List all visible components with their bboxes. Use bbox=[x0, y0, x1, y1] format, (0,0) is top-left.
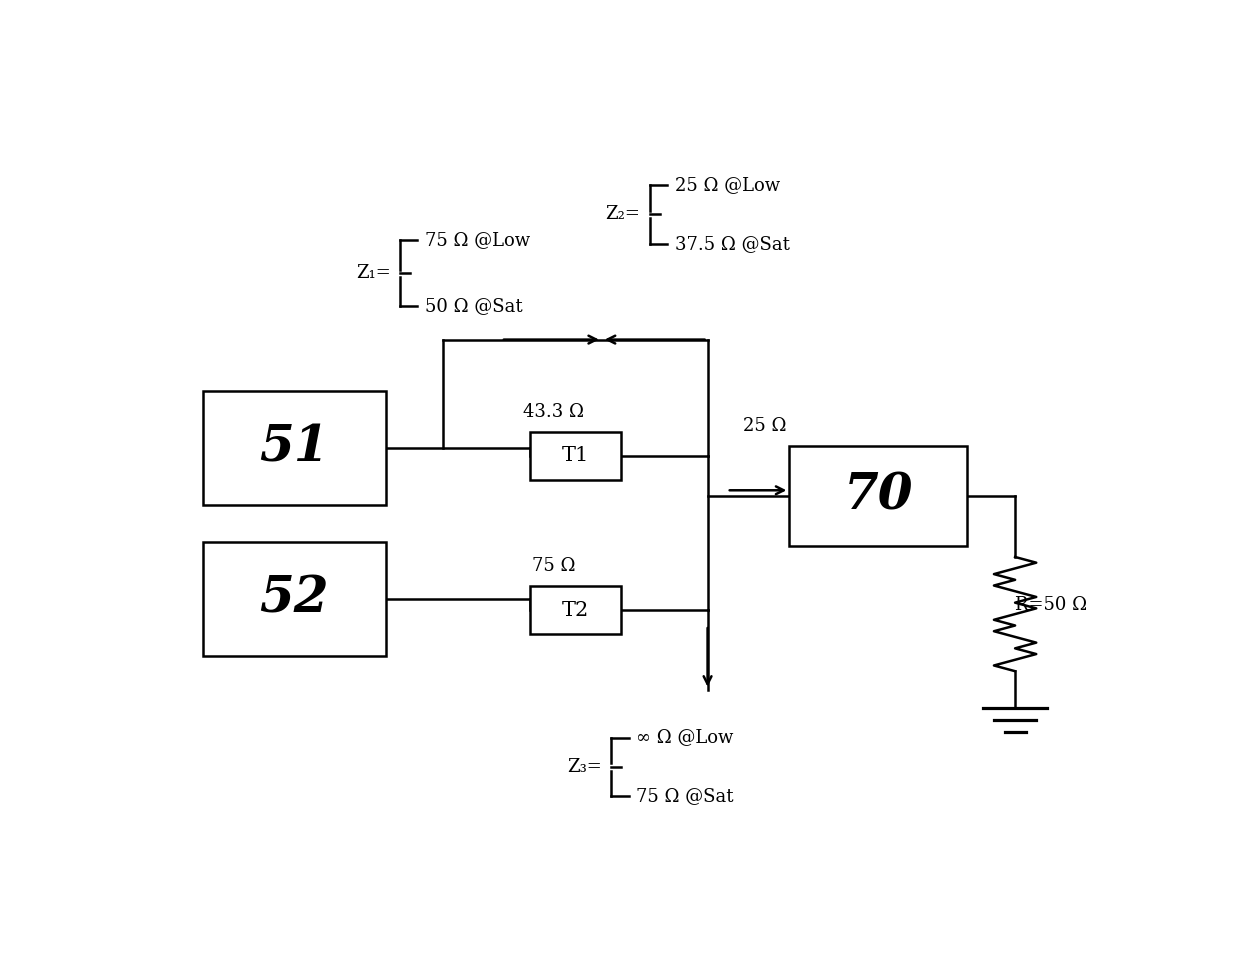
FancyBboxPatch shape bbox=[789, 446, 967, 545]
Text: 37.5 Ω @Sat: 37.5 Ω @Sat bbox=[675, 234, 790, 253]
Text: 75 Ω: 75 Ω bbox=[532, 557, 575, 575]
Text: 25 Ω: 25 Ω bbox=[743, 417, 786, 435]
Text: T1: T1 bbox=[562, 446, 589, 465]
FancyBboxPatch shape bbox=[203, 391, 386, 505]
Text: T2: T2 bbox=[562, 601, 589, 620]
Text: R=50 Ω: R=50 Ω bbox=[1016, 596, 1087, 613]
Text: 52: 52 bbox=[259, 575, 329, 624]
FancyBboxPatch shape bbox=[529, 587, 621, 634]
Text: 70: 70 bbox=[843, 472, 913, 521]
Text: Z₂=: Z₂= bbox=[605, 206, 640, 223]
Text: 75 Ω @Sat: 75 Ω @Sat bbox=[636, 788, 734, 806]
Text: 43.3 Ω: 43.3 Ω bbox=[523, 403, 584, 421]
FancyBboxPatch shape bbox=[203, 543, 386, 657]
Text: ∞ Ω @Low: ∞ Ω @Low bbox=[636, 728, 734, 746]
Text: 50 Ω @Sat: 50 Ω @Sat bbox=[425, 298, 523, 316]
Text: Z₁=: Z₁= bbox=[356, 264, 391, 282]
Text: 25 Ω @Low: 25 Ω @Low bbox=[675, 176, 780, 194]
Text: 51: 51 bbox=[259, 424, 329, 473]
Text: Z₃=: Z₃= bbox=[567, 758, 601, 776]
FancyBboxPatch shape bbox=[529, 432, 621, 479]
Text: 75 Ω @Low: 75 Ω @Low bbox=[425, 231, 531, 249]
